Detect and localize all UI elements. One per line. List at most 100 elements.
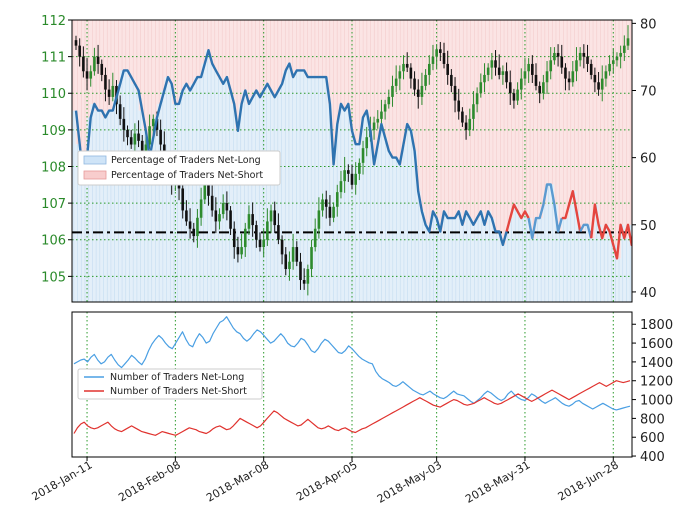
candle-body	[468, 118, 472, 130]
candle-body	[332, 206, 335, 218]
count-tick-label: 1800	[640, 318, 673, 333]
candle-body	[439, 49, 442, 53]
candle-body	[317, 210, 321, 229]
candle-body	[207, 184, 210, 196]
price-tick-label: 109	[41, 124, 66, 139]
net-short-shade	[673, 20, 677, 245]
net-short-pct-line	[590, 203, 632, 260]
candle-body	[582, 52, 586, 57]
candle-body	[240, 247, 243, 255]
net-long-shade	[632, 245, 636, 302]
candle-body	[597, 82, 600, 90]
pct-tick-label: 60	[640, 152, 657, 167]
candle-body	[137, 133, 140, 141]
net-short-shade	[636, 20, 640, 232]
candle-body	[416, 89, 420, 97]
date-tick-label: 2018-Jan-11	[30, 458, 95, 503]
candle-body	[104, 74, 107, 90]
net-short-shade	[647, 20, 651, 238]
candle-body	[78, 45, 81, 57]
legend-net-short-swatch	[83, 170, 107, 180]
date-tick-label: 2018-May-03	[375, 458, 444, 506]
price-tick-label: 105	[41, 270, 66, 285]
candle-body	[542, 82, 545, 94]
candle-body	[221, 203, 225, 215]
candle-body	[486, 67, 490, 75]
legend-net-long-count-label: Number of Traders Net-Long	[110, 372, 244, 383]
candle-body	[324, 199, 328, 207]
percentage-axis-ticks: 40 50 60 70 80	[632, 17, 657, 301]
percentage-net-long-lines	[74, 49, 632, 260]
candle-body	[523, 71, 527, 79]
net-long-shade	[673, 245, 677, 302]
net-short-shade	[669, 20, 673, 245]
legend-net-short-count-label: Number of Traders Net-Short	[110, 386, 247, 397]
candle-body	[453, 85, 457, 101]
net-long-pct-line	[579, 223, 593, 239]
candle-body	[306, 269, 310, 284]
net-long-shade	[669, 245, 673, 302]
candle-body	[571, 71, 575, 83]
candle-body	[111, 85, 115, 97]
candle-body	[313, 228, 317, 248]
candle-body	[619, 52, 622, 57]
candle-body	[126, 129, 129, 138]
candle-body	[361, 148, 365, 163]
candle-body	[553, 52, 556, 61]
candle-body	[118, 104, 122, 119]
pct-tick-label: 50	[640, 219, 657, 234]
candle-body	[347, 170, 350, 174]
net-short-shade	[665, 20, 669, 265]
candle-body	[527, 63, 530, 72]
candle-body	[508, 82, 512, 94]
candle-body	[258, 239, 262, 248]
candle-body	[148, 126, 151, 145]
candle-body	[497, 67, 501, 75]
candle-body	[387, 96, 391, 105]
price-tick-label: 111	[41, 51, 66, 66]
candle-body	[420, 85, 424, 97]
candle-body	[531, 63, 534, 75]
candle-body	[490, 60, 494, 68]
candle-body	[593, 74, 597, 83]
candle-body	[556, 52, 560, 57]
candle-body	[350, 173, 354, 185]
legend-net-long-pct-label: Percentage of Traders Net-Long	[111, 155, 261, 166]
candle-body	[225, 203, 229, 211]
candle-body	[236, 247, 240, 255]
candle-body	[295, 247, 299, 262]
candle-body	[85, 71, 89, 79]
candle-body	[210, 195, 214, 211]
count-tick-label: 1200	[640, 375, 673, 390]
candle-body	[383, 104, 387, 112]
candle-body	[446, 63, 449, 75]
count-axis-ticks: 400 600 800 1000 1200 1400 1600 1800	[632, 318, 673, 465]
count-tick-label: 1400	[640, 356, 673, 371]
candle-body	[516, 89, 519, 101]
net-short-shade	[662, 20, 666, 252]
candle-body	[339, 181, 343, 193]
legend-net-short-pct-label: Percentage of Traders Net-Short	[111, 170, 263, 181]
candle-body	[380, 111, 383, 119]
price-tick-label: 110	[41, 87, 66, 102]
candle-body	[575, 60, 578, 72]
candle-body	[288, 261, 291, 270]
candle-body	[155, 118, 159, 130]
candle-body	[284, 254, 288, 270]
candle-body	[564, 67, 567, 79]
candle-body	[310, 247, 313, 270]
bottom-legend: Number of Traders Net-Long Number of Tra…	[77, 368, 263, 400]
candle-body	[479, 82, 483, 94]
top-legend-box	[77, 150, 281, 186]
candle-body	[626, 38, 630, 46]
candle-body	[89, 71, 93, 79]
candle-body	[74, 40, 78, 46]
price-tick-label: 106	[41, 234, 66, 249]
candle-body	[394, 78, 398, 86]
candle-body	[255, 225, 258, 240]
date-tick-label: 2018-Feb-08	[116, 458, 183, 504]
candle-body	[623, 45, 626, 53]
pct-tick-label: 70	[640, 85, 657, 100]
candle-body	[545, 71, 549, 83]
